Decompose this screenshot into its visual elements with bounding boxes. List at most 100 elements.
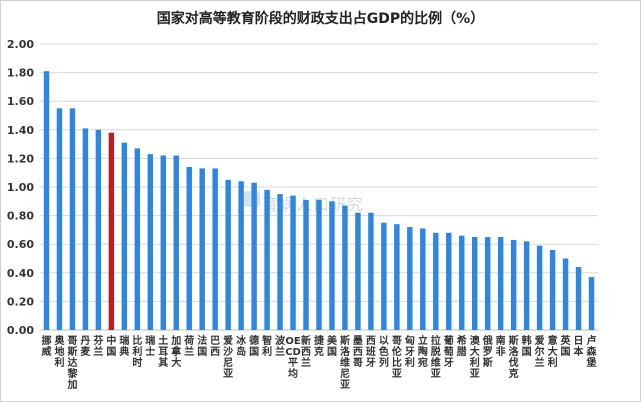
x-tick-label: 斯洛伐克 xyxy=(509,334,520,380)
x-tick-label: 加拿大 xyxy=(170,334,182,369)
x-tick-label: 英国 xyxy=(560,334,572,358)
bar-14 xyxy=(225,179,231,330)
bar-8 xyxy=(147,154,154,330)
bar-5 xyxy=(108,132,115,330)
y-tick-label: 1.80 xyxy=(7,67,34,80)
x-tick-label: 奥地利 xyxy=(54,334,65,369)
bar-1 xyxy=(56,108,63,330)
bar-32 xyxy=(459,235,465,330)
bar-29 xyxy=(420,228,426,330)
x-tick-label: 土耳其 xyxy=(158,334,168,369)
x-tick-label: 俄罗斯 xyxy=(482,334,493,369)
y-tick-label: 0.00 xyxy=(7,324,34,337)
bar-31 xyxy=(446,232,452,330)
watermark: 育娲人口研究 xyxy=(262,195,365,214)
x-tick-label: 日本 xyxy=(574,335,585,358)
x-tick-label: 墨西哥 xyxy=(353,335,363,369)
bar-9 xyxy=(160,155,167,330)
bar-36 xyxy=(510,239,517,330)
y-tick-label: 0.80 xyxy=(7,210,34,223)
bar-20 xyxy=(303,199,309,330)
bar-13 xyxy=(212,168,218,330)
x-tick-label: 哥伦比亚 xyxy=(392,335,403,380)
bar-27 xyxy=(394,224,400,330)
x-tick-label: 挪威 xyxy=(41,334,51,358)
bar-0 xyxy=(43,71,50,331)
x-tick-label: 芬兰 xyxy=(92,334,104,358)
bar-2 xyxy=(69,108,76,330)
x-tick-label: 波兰 xyxy=(275,334,286,358)
x-tick-label: 新西兰 xyxy=(301,334,311,369)
x-tick-label: 立陶宛 xyxy=(417,334,428,369)
x-tick-label: 以色列 xyxy=(379,335,389,369)
bar-4 xyxy=(95,129,102,330)
y-tick-label: 0.40 xyxy=(7,267,34,280)
y-tick-label: 1.60 xyxy=(7,95,34,108)
bar-12 xyxy=(199,168,205,330)
bar-28 xyxy=(407,227,413,330)
bar-10 xyxy=(173,155,179,330)
x-tick-label: 智利 xyxy=(262,334,272,358)
x-tick-label: 瑞士 xyxy=(145,334,155,358)
x-tick-label: 韩国 xyxy=(522,334,532,358)
x-tick-label: 巴西 xyxy=(210,335,220,358)
bar-16 xyxy=(251,182,257,330)
x-tick-label: 爱沙尼亚 xyxy=(223,334,233,380)
bar-6 xyxy=(121,142,128,330)
bar-23 xyxy=(342,205,348,330)
x-tick-label: 比利时 xyxy=(132,334,142,369)
bar-17 xyxy=(264,189,270,330)
bar-40 xyxy=(562,258,569,330)
y-tick-label: 0.20 xyxy=(7,295,34,308)
x-tick-label: 斯洛维尼亚 xyxy=(340,334,351,391)
x-tick-label: 匈牙利 xyxy=(405,334,415,369)
bar-21 xyxy=(316,199,322,330)
x-tick-label: 西班牙 xyxy=(366,335,376,369)
bar-34 xyxy=(484,237,491,330)
x-tick-label: 瑞典 xyxy=(119,334,129,358)
x-tick-label: 丹麦 xyxy=(80,335,91,358)
bar-15 xyxy=(238,181,244,330)
x-tick-label: 美国 xyxy=(327,334,338,358)
bar-37 xyxy=(523,241,530,330)
bar-11 xyxy=(186,166,192,330)
bar-18 xyxy=(277,194,283,330)
y-tick-label: 1.20 xyxy=(7,152,34,165)
x-tick-label: 爱尔兰 xyxy=(534,334,545,369)
bar-39 xyxy=(549,249,556,330)
x-tick-label: 葡萄牙 xyxy=(443,334,454,369)
x-tick-label: 卢森堡 xyxy=(586,334,598,369)
x-tick-label: 南非 xyxy=(496,334,506,358)
bar-24 xyxy=(355,212,361,330)
bar-30 xyxy=(433,232,439,330)
x-tick-label: 德国 xyxy=(248,334,259,358)
x-tick-label: 希腊 xyxy=(456,334,467,358)
bar-42 xyxy=(588,277,595,330)
bar-33 xyxy=(471,237,478,330)
x-tick-label: 冰岛 xyxy=(236,334,247,358)
bar-19 xyxy=(290,195,296,330)
x-tick-label: 澳大利亚 xyxy=(470,334,481,380)
x-tick-label: 哥斯达黎加 xyxy=(66,335,77,391)
x-tick-label: OE CD 平均 xyxy=(285,336,301,380)
x-tick-label: 意大利 xyxy=(548,334,558,369)
bar-38 xyxy=(536,245,543,330)
y-tick-label: 1.00 xyxy=(7,181,34,194)
bar-41 xyxy=(575,267,582,330)
bar-25 xyxy=(368,212,374,330)
bar-35 xyxy=(497,237,504,330)
x-tick-label: 中国 xyxy=(106,334,116,358)
y-tick-label: 2.00 xyxy=(7,38,34,51)
bar-22 xyxy=(329,201,335,330)
chart-title: 国家对高等教育阶段的财政支出占GDP的比例（%） xyxy=(156,11,485,27)
bar-7 xyxy=(134,148,141,330)
y-tick-label: 0.60 xyxy=(7,238,34,251)
x-tick-label: 荷兰 xyxy=(183,334,194,358)
x-tick-label: 捷克 xyxy=(314,334,325,358)
x-tick-label: 法国 xyxy=(197,334,207,358)
bar-3 xyxy=(82,128,89,330)
bar-26 xyxy=(381,222,387,330)
y-tick-label: 1.40 xyxy=(7,124,34,137)
x-tick-label: 拉脱维亚 xyxy=(431,334,441,380)
